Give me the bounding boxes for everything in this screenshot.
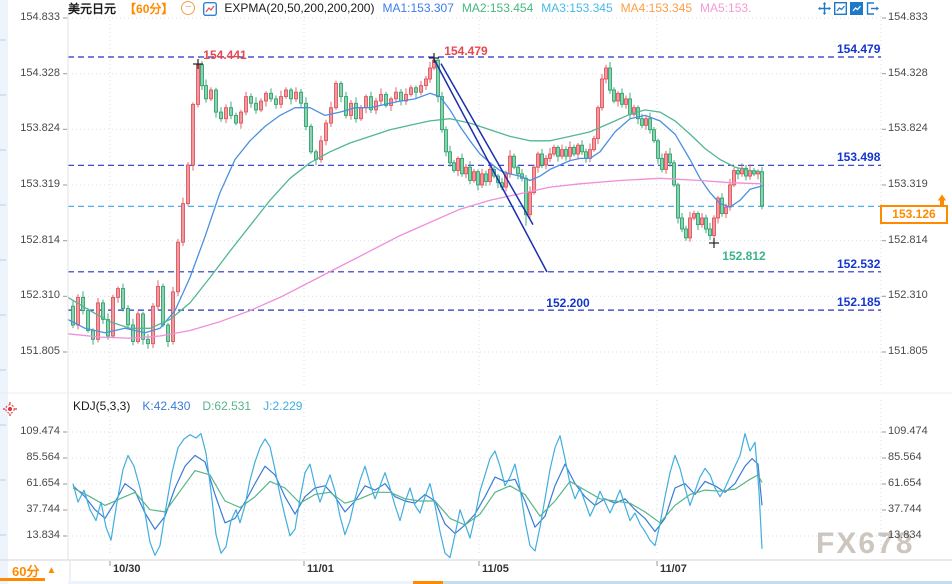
chart-toolbar: [818, 1, 879, 16]
main-window-icon[interactable]: [849, 1, 864, 16]
level-price-label: 152.185: [837, 295, 881, 310]
timeframe-label: 【60分】: [124, 1, 174, 16]
exit-icon[interactable]: [866, 2, 879, 15]
kdj-settings-icon[interactable]: [3, 402, 17, 421]
kdj-d-value: D:62.531: [202, 399, 252, 413]
ma1-value: MA1:153.307: [382, 1, 454, 15]
price-up-arrow-icon: [936, 193, 948, 211]
high-annotation-1: 154.441: [203, 48, 247, 62]
support-annotation: 152.200: [546, 296, 590, 310]
level-price-label: 154.479: [837, 42, 881, 57]
kdj-indicator-name: KDJ(5,3,3): [73, 399, 131, 413]
indicator-name: EXPMA(20,50,200,200,200): [224, 1, 375, 15]
level-price-label: 152.532: [837, 256, 881, 271]
high-annotation-2: 154.479: [444, 44, 488, 58]
ma4-value: MA4:153.345: [620, 1, 693, 15]
current-price-box: 153.126: [880, 205, 948, 225]
level-price-label: 153.498: [837, 150, 881, 165]
tab-arrow-icon: ▲: [46, 565, 57, 576]
collapse-icon[interactable]: –: [181, 1, 196, 15]
kdj-header: KDJ(5,3,3) K:42.430 D:62.531 J:2.229: [73, 399, 302, 413]
timeframe-tab[interactable]: 60分 ▲: [12, 561, 56, 580]
watermark: FX678: [816, 527, 915, 560]
kdj-j-value: J:2.229: [263, 399, 303, 413]
ma2-value: MA2:153.454: [461, 1, 534, 15]
kdj-k-value: K:42.430: [142, 399, 191, 413]
indicator-chart-icon[interactable]: [203, 1, 218, 16]
ma5-value: MA5:153.: [700, 1, 752, 15]
symbol-title: 美元日元: [68, 1, 117, 16]
sub-window-icon[interactable]: [833, 1, 848, 16]
move-icon[interactable]: [818, 2, 831, 15]
ma3-value: MA3:153.345: [541, 1, 613, 15]
low-annotation: 152.812: [722, 249, 766, 263]
chart-header: 美元日元 【60分】 – EXPMA(20,50,200,200,200) MA…: [68, 0, 751, 16]
tab-label: 60分: [12, 564, 40, 579]
